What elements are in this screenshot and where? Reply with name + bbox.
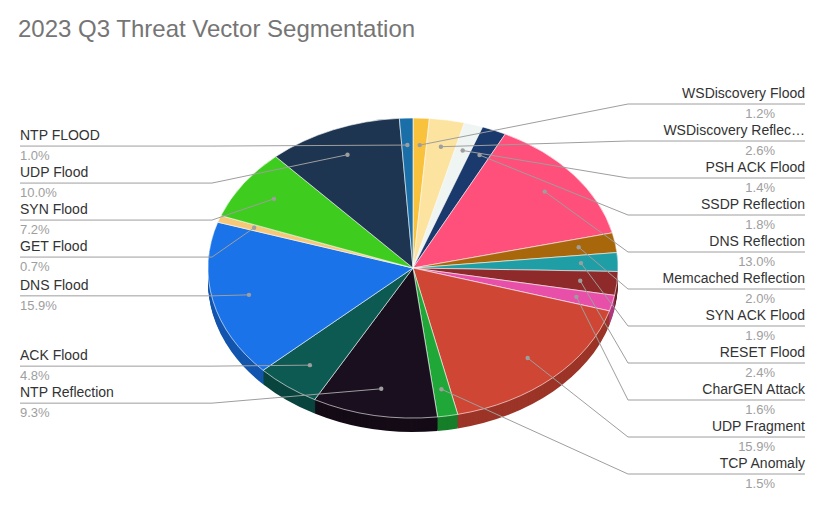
svg-text:UDP Flood: UDP Flood: [20, 164, 88, 180]
svg-text:1.8%: 1.8%: [745, 217, 775, 232]
svg-text:1.4%: 1.4%: [745, 180, 775, 195]
svg-text:9.3%: 9.3%: [20, 405, 50, 420]
svg-text:ACK Flood: ACK Flood: [20, 347, 88, 363]
svg-text:10.0%: 10.0%: [20, 185, 57, 200]
svg-text:0.7%: 0.7%: [20, 259, 50, 274]
svg-text:UDP Fragment: UDP Fragment: [712, 418, 805, 434]
svg-text:15.9%: 15.9%: [20, 298, 57, 313]
svg-text:2.6%: 2.6%: [745, 143, 775, 158]
svg-text:WSDiscovery Reflec…: WSDiscovery Reflec…: [663, 122, 805, 138]
svg-text:1.0%: 1.0%: [20, 148, 50, 163]
svg-text:SSDP Reflection: SSDP Reflection: [701, 196, 805, 212]
svg-text:WSDiscovery Flood: WSDiscovery Flood: [682, 85, 805, 101]
svg-text:PSH ACK Flood: PSH ACK Flood: [705, 159, 805, 175]
svg-text:2.0%: 2.0%: [745, 291, 775, 306]
svg-text:RESET Flood: RESET Flood: [720, 344, 805, 360]
svg-text:DNS Flood: DNS Flood: [20, 277, 88, 293]
svg-text:NTP Reflection: NTP Reflection: [20, 384, 114, 400]
svg-text:SYN Flood: SYN Flood: [20, 201, 88, 217]
html-text:2023 Q3 Threat Vector Segmenta: 2023 Q3 Threat Vector Segmentation: [18, 15, 416, 42]
svg-text:SYN ACK Flood: SYN ACK Flood: [705, 307, 805, 323]
svg-text:1.6%: 1.6%: [745, 402, 775, 417]
svg-text:CharGEN Attack: CharGEN Attack: [702, 381, 806, 397]
svg-text:4.8%: 4.8%: [20, 368, 50, 383]
svg-text:GET Flood: GET Flood: [20, 238, 87, 254]
svg-text:2.4%: 2.4%: [745, 365, 775, 380]
svg-text:DNS Reflection: DNS Reflection: [709, 233, 805, 249]
svg-text:13.0%: 13.0%: [738, 254, 775, 269]
svg-text:15.9%: 15.9%: [738, 439, 775, 454]
svg-text:1.5%: 1.5%: [745, 476, 775, 491]
svg-text:7.2%: 7.2%: [20, 222, 50, 237]
svg-text:Memcached Reflection: Memcached Reflection: [663, 270, 805, 286]
svg-text:1.9%: 1.9%: [745, 328, 775, 343]
svg-text:TCP Anomaly: TCP Anomaly: [720, 455, 805, 471]
svg-text:NTP FLOOD: NTP FLOOD: [20, 127, 100, 143]
svg-text:1.2%: 1.2%: [745, 106, 775, 121]
